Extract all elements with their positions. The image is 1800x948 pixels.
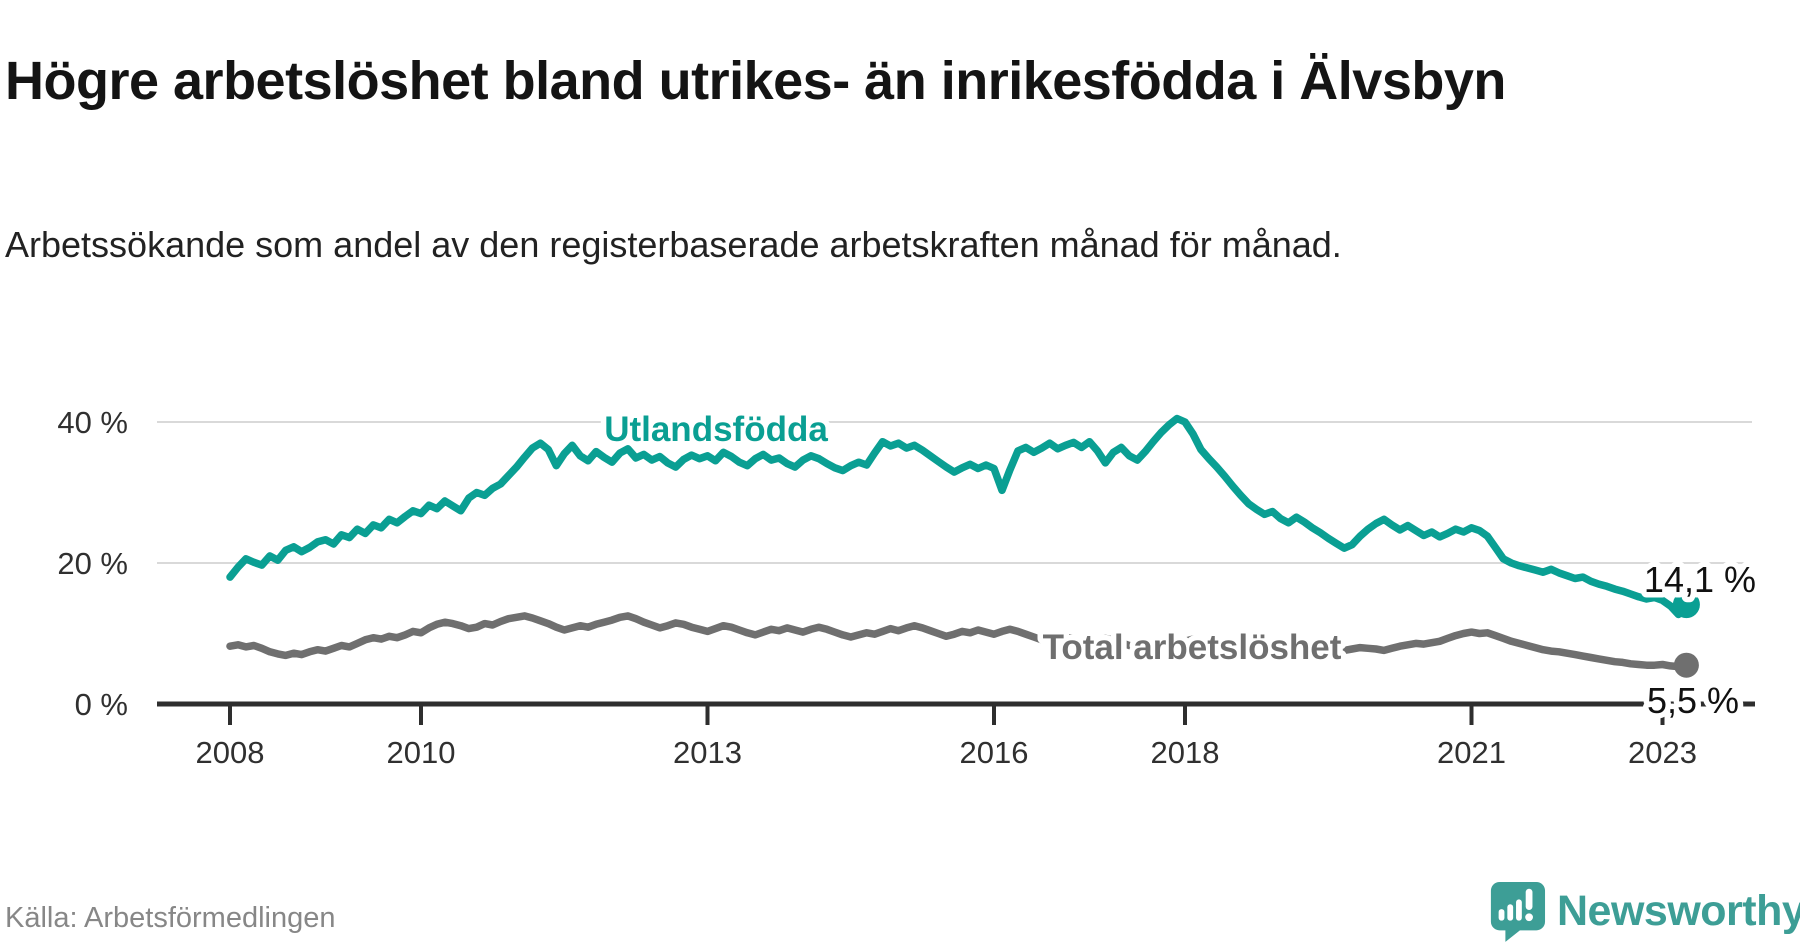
chart-subtitle: Arbetssökande som andel av den registerb… <box>5 224 1342 265</box>
series-line-utlandsf-dda <box>226 414 1691 619</box>
x-tick-label-2021: 2021 <box>1437 735 1506 770</box>
logo-bar-1 <box>1498 909 1505 921</box>
newsworthy-logo-text: Newsworthy <box>1557 886 1800 935</box>
y-tick-label-20: 20 % <box>57 546 128 581</box>
series-line-total-arbetsl-shet <box>226 612 1691 671</box>
series-label-total-arbetsl-shet: Total arbetslöshet <box>1043 628 1342 667</box>
logo-exclamation-dot <box>1525 913 1533 922</box>
series-end-value-utlandsf-dda: 14,1 % <box>1644 559 1756 600</box>
newsworthy-brand: Newsworthy <box>1488 880 1800 942</box>
series-end-value-total-arbetsl-shet: 5,5 % <box>1647 680 1739 721</box>
logo-bar-2 <box>1507 904 1514 921</box>
x-tick-label-2010: 2010 <box>387 735 456 770</box>
logo-exclamation-bar <box>1525 888 1533 911</box>
x-tick-label-2008: 2008 <box>196 735 265 770</box>
x-tick-label-2016: 2016 <box>960 735 1029 770</box>
series-label-utlandsf-dda: Utlandsfödda <box>604 410 828 449</box>
y-tick-label-0: 0 % <box>75 687 128 722</box>
x-tick-label-2023: 2023 <box>1628 735 1697 770</box>
x-tick-label-2018: 2018 <box>1151 735 1220 770</box>
logo-bar-3 <box>1516 899 1522 921</box>
y-tick-label-40: 40 % <box>57 405 128 440</box>
series-end-dot-total-arbetsl-shet <box>1673 652 1699 678</box>
newsworthy-logo-icon <box>1490 882 1546 942</box>
source-note: Källa: Arbetsförmedlingen <box>5 902 336 934</box>
page-title: Högre arbetslöshet bland utrikes- än inr… <box>5 51 1506 112</box>
series-end-dot-utlandsf-dda <box>1672 591 1700 619</box>
x-tick-label-2013: 2013 <box>673 735 742 770</box>
